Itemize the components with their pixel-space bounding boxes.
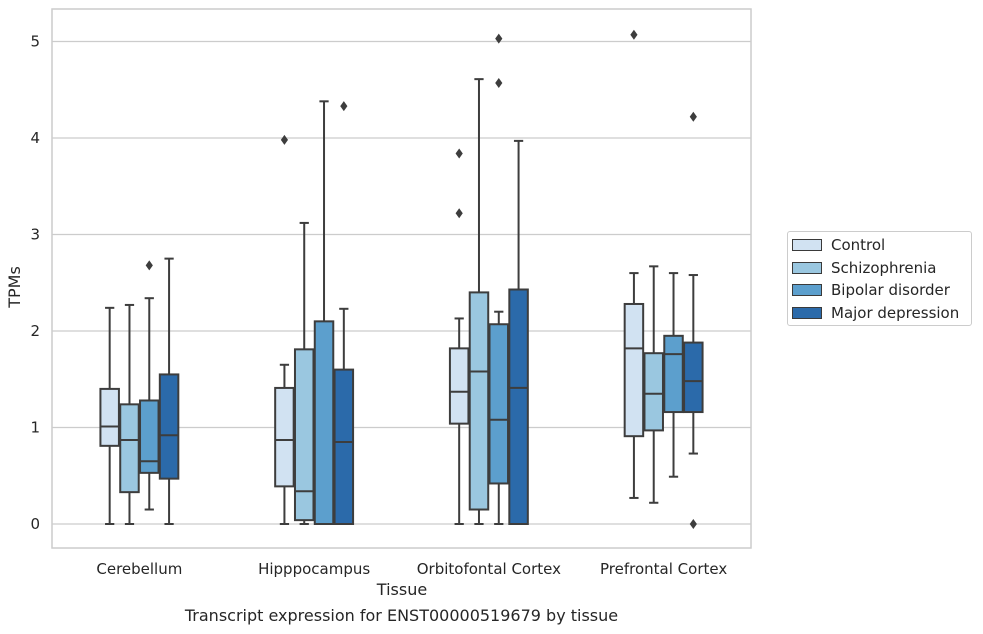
y-tick-label: 5 [30, 33, 40, 51]
box-body [623, 302, 645, 438]
box-groups [99, 29, 704, 529]
box-control [623, 29, 645, 499]
outlier-point [630, 29, 638, 40]
box-body [158, 373, 180, 480]
outlier-point [280, 134, 289, 145]
legend-item-bipolar-disorder: Bipolar disorder [792, 280, 950, 300]
box-body [448, 347, 470, 425]
box-body [293, 348, 315, 522]
box-control [274, 134, 295, 525]
box-schizophrenia [293, 221, 315, 525]
outlier-point [689, 111, 697, 122]
legend-label: Schizophrenia [831, 259, 937, 277]
y-tick-label: 4 [30, 129, 40, 147]
y-tick-label: 0 [30, 515, 40, 533]
box-body [333, 368, 355, 525]
legend-label: Bipolar disorder [831, 281, 950, 299]
legend-label: Control [831, 236, 886, 254]
box-major-depression [683, 111, 704, 529]
outlier-point [495, 77, 503, 88]
x-tick-label: Hipppocampus [258, 560, 370, 578]
outlier-point [455, 148, 463, 159]
box-major-depression [158, 257, 180, 525]
chart-caption: Transcript expression for ENST0000051967… [184, 606, 619, 625]
box-body [139, 399, 160, 474]
box-body [643, 352, 664, 432]
box-control [99, 306, 120, 525]
legend: Control Schizophrenia Bipolar disorder M… [787, 231, 972, 326]
legend-swatch-control [792, 239, 822, 251]
box-body [99, 387, 120, 447]
box-major-depression [508, 139, 529, 525]
y-tick-label: 1 [30, 419, 40, 437]
box-body [119, 403, 140, 494]
box-bipolar-disorder [488, 33, 510, 525]
outlier-point [495, 33, 503, 44]
legend-item-control: Control [792, 235, 885, 255]
box-body [508, 288, 529, 525]
x-tick-label: Orbitofontal Cortex [417, 560, 561, 578]
legend-swatch-bipolar-disorder [792, 284, 822, 296]
outlier-point [455, 208, 463, 219]
box-body [468, 291, 490, 511]
outlier-point [145, 260, 153, 271]
legend-item-schizophrenia: Schizophrenia [792, 258, 936, 278]
plot-frame [51, 8, 752, 549]
axes: 0 1 2 3 4 5 Cerebellum Hipppocampus Orbitofontal… [30, 8, 752, 578]
x-tick-label: Prefrontal Cortex [600, 560, 727, 578]
outlier-point [340, 101, 348, 112]
legend-item-major-depression: Major depression [792, 303, 959, 323]
box-major-depression [333, 101, 355, 525]
outlier-point [689, 519, 697, 529]
legend-swatch-major-depression [792, 307, 822, 319]
box-schizophrenia [468, 78, 490, 525]
box-schizophrenia [119, 303, 140, 525]
box-bipolar-disorder [139, 260, 160, 511]
x-axis-label: Tissue [376, 580, 427, 599]
box-control [448, 148, 470, 525]
y-tick-label: 2 [30, 322, 40, 340]
legend-swatch-schizophrenia [792, 262, 822, 274]
box-bipolar-disorder [313, 100, 335, 525]
y-axis-label: TPMs [5, 266, 24, 309]
x-tick-label: Cerebellum [96, 560, 182, 578]
box-body [274, 386, 295, 488]
box-schizophrenia [643, 265, 664, 504]
box-body [683, 341, 704, 414]
box-bipolar-disorder [663, 272, 684, 478]
y-tick-label: 3 [30, 226, 40, 244]
legend-label: Major depression [831, 304, 960, 322]
box-body [313, 320, 335, 525]
box-body [663, 334, 684, 414]
box-body [488, 323, 510, 485]
